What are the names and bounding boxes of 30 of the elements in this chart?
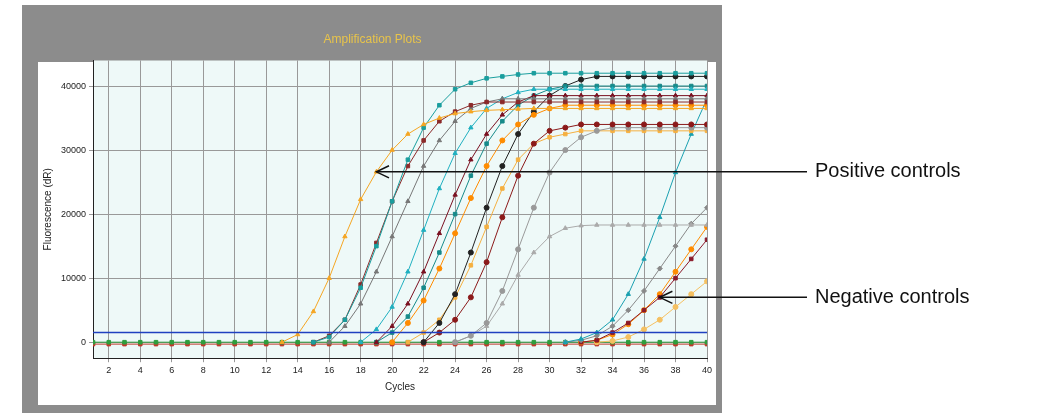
x-tick-label: 14 <box>292 365 303 376</box>
x-tick-label: 8 <box>200 365 206 376</box>
y-tick-label: 40000 <box>61 80 87 91</box>
y-tick-label: 10000 <box>61 272 87 283</box>
x-tick-label: 22 <box>418 365 429 376</box>
x-tick-label: 16 <box>324 365 335 376</box>
y-tick-label: 20000 <box>61 208 87 219</box>
x-tick-label: 20 <box>387 365 398 376</box>
x-tick-label: 38 <box>670 365 681 376</box>
x-tick-label: 10 <box>229 365 240 376</box>
x-tick-label: 4 <box>137 365 143 376</box>
annotation: Negative controls <box>815 284 970 307</box>
x-tick-label: 12 <box>261 365 272 376</box>
x-tick-label: 18 <box>355 365 366 376</box>
x-tick-label: 32 <box>576 365 587 376</box>
x-tick-label: 40 <box>701 365 713 376</box>
chart-title: Amplification Plots <box>323 31 422 46</box>
x-tick-label: 6 <box>169 365 175 376</box>
x-tick-label: 26 <box>481 365 492 376</box>
x-tick-label: 36 <box>639 365 650 376</box>
x-tick-label: 28 <box>513 365 524 376</box>
x-tick-label: 2 <box>106 365 112 376</box>
y-axis-title: Fluorescence (dR) <box>41 168 53 251</box>
x-tick-label: 30 <box>544 365 555 376</box>
y-tick-label: 30000 <box>61 144 87 155</box>
annotation: Positive controls <box>815 159 961 182</box>
x-tick-label: 24 <box>450 365 461 376</box>
x-tick-label: 34 <box>607 365 618 376</box>
y-tick-label: 0 <box>81 336 87 347</box>
x-axis-title: Cycles <box>385 380 416 392</box>
